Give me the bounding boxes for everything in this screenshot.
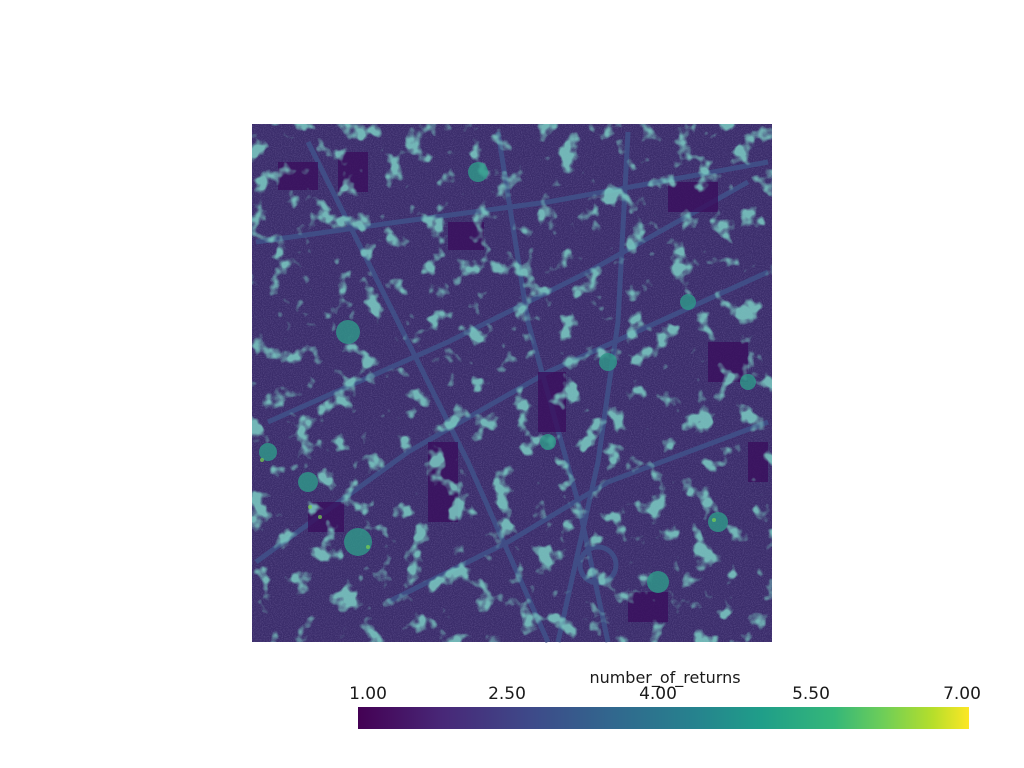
scalar-bar-tick: 5.50	[792, 684, 830, 704]
point-cloud-render	[252, 124, 772, 644]
scalar-bar-gradient	[358, 707, 969, 729]
scalar-bar-tick: 2.50	[488, 684, 526, 704]
vegetation-returns	[252, 124, 772, 642]
high-return-points	[260, 458, 716, 549]
scalar-bar-tick: 1.00	[349, 684, 387, 704]
tree-clusters	[259, 162, 756, 593]
scalar-bar-tick: 7.00	[943, 684, 981, 704]
scalar-bar-tick: 4.00	[639, 684, 677, 704]
scalar-bar-title: number_of_returns	[589, 668, 741, 687]
